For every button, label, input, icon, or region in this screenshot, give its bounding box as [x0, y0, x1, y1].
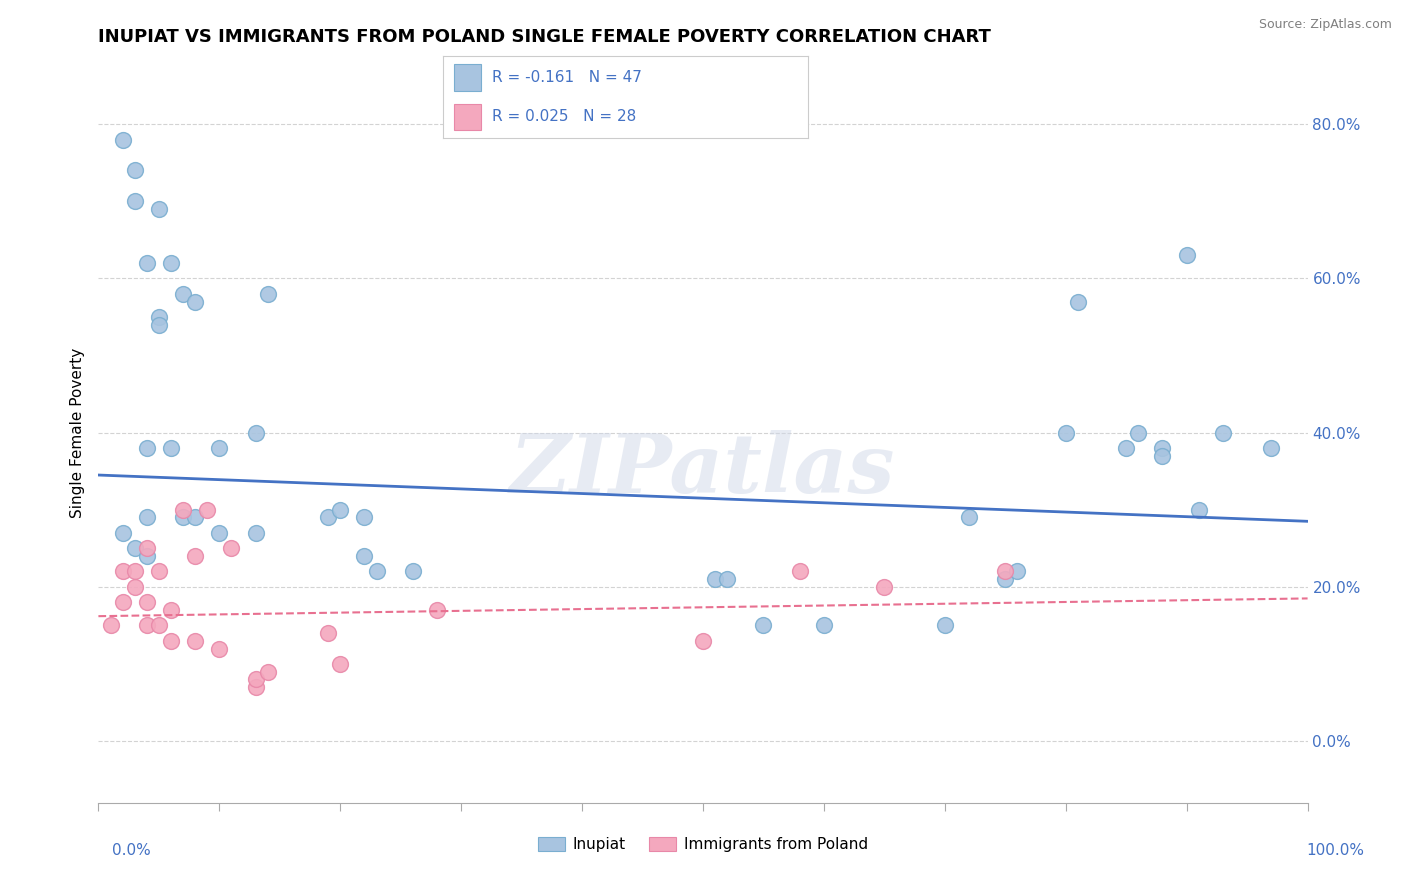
- Point: [353, 549, 375, 563]
- Point: [172, 286, 194, 301]
- Point: [716, 572, 738, 586]
- Point: [245, 425, 267, 440]
- Point: [245, 525, 267, 540]
- Text: 100.0%: 100.0%: [1306, 843, 1364, 858]
- Point: [124, 580, 146, 594]
- Text: ZIPatlas: ZIPatlas: [510, 430, 896, 509]
- Point: [329, 502, 352, 516]
- Text: Source: ZipAtlas.com: Source: ZipAtlas.com: [1258, 18, 1392, 31]
- Point: [172, 502, 194, 516]
- Point: [148, 565, 170, 579]
- Point: [160, 441, 183, 455]
- Point: [184, 549, 207, 563]
- Point: [184, 294, 207, 309]
- Point: [160, 603, 183, 617]
- Text: R = 0.025   N = 28: R = 0.025 N = 28: [492, 110, 637, 124]
- Point: [111, 132, 134, 146]
- Point: [124, 194, 146, 209]
- Point: [111, 595, 134, 609]
- Point: [1007, 565, 1029, 579]
- Point: [245, 680, 267, 694]
- Point: [208, 641, 231, 656]
- Point: [111, 565, 134, 579]
- Text: 0.0%: 0.0%: [112, 843, 152, 858]
- Point: [135, 595, 157, 609]
- Point: [184, 633, 207, 648]
- Point: [208, 525, 231, 540]
- Y-axis label: Single Female Poverty: Single Female Poverty: [69, 348, 84, 517]
- Point: [1260, 441, 1282, 455]
- Point: [789, 565, 811, 579]
- Point: [124, 163, 146, 178]
- Point: [208, 441, 231, 455]
- Point: [160, 256, 183, 270]
- Point: [1152, 449, 1174, 463]
- Point: [135, 510, 157, 524]
- Point: [329, 657, 352, 671]
- Point: [1054, 425, 1077, 440]
- Bar: [454, 64, 481, 91]
- Point: [1128, 425, 1150, 440]
- Point: [957, 510, 980, 524]
- Point: [692, 633, 714, 648]
- Point: [124, 541, 146, 556]
- Point: [1175, 248, 1198, 262]
- Point: [934, 618, 956, 632]
- Point: [100, 618, 122, 632]
- Bar: [454, 103, 481, 130]
- Point: [994, 572, 1017, 586]
- Point: [148, 318, 170, 332]
- Point: [135, 618, 157, 632]
- Legend: Inupiat, Immigrants from Poland: Inupiat, Immigrants from Poland: [531, 830, 875, 858]
- Point: [813, 618, 835, 632]
- Point: [316, 510, 339, 524]
- Point: [1188, 502, 1211, 516]
- Point: [1152, 441, 1174, 455]
- Point: [402, 565, 425, 579]
- Point: [148, 310, 170, 324]
- Point: [256, 665, 278, 679]
- Point: [135, 549, 157, 563]
- Text: INUPIAT VS IMMIGRANTS FROM POLAND SINGLE FEMALE POVERTY CORRELATION CHART: INUPIAT VS IMMIGRANTS FROM POLAND SINGLE…: [98, 28, 991, 45]
- Point: [366, 565, 388, 579]
- Point: [704, 572, 727, 586]
- Text: R = -0.161   N = 47: R = -0.161 N = 47: [492, 70, 643, 85]
- Point: [245, 673, 267, 687]
- Point: [353, 510, 375, 524]
- Point: [256, 286, 278, 301]
- Point: [160, 633, 183, 648]
- Point: [1115, 441, 1137, 455]
- Point: [221, 541, 243, 556]
- Point: [184, 510, 207, 524]
- Point: [148, 202, 170, 216]
- Point: [124, 565, 146, 579]
- Point: [994, 565, 1017, 579]
- Point: [135, 441, 157, 455]
- Point: [148, 618, 170, 632]
- Point: [873, 580, 896, 594]
- Point: [195, 502, 218, 516]
- Point: [172, 510, 194, 524]
- Point: [1212, 425, 1234, 440]
- Point: [1067, 294, 1090, 309]
- Point: [316, 626, 339, 640]
- Point: [135, 541, 157, 556]
- Point: [135, 256, 157, 270]
- Point: [111, 525, 134, 540]
- Point: [752, 618, 775, 632]
- Point: [426, 603, 449, 617]
